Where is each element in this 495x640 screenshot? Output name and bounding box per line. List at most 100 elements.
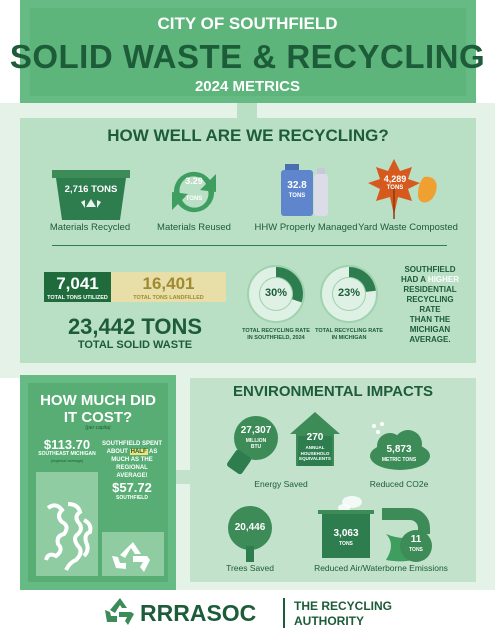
- half-cost-line1: SOUTHFIELD SPENT: [101, 441, 162, 447]
- connector: [176, 470, 190, 484]
- michigan-rate-value: 23%: [337, 287, 361, 299]
- half-cost-line4: REGIONAL: [116, 465, 148, 471]
- comparison-note: SOUTHFIELD HAD A HIGHER RESIDENTIAL RECY…: [396, 265, 464, 345]
- waste-pile-icon: [44, 502, 93, 571]
- environment-heading: ENVIRONMENTAL IMPACTS: [232, 383, 433, 400]
- tons-utilized-box: 7,041 TOTAL TONS UTILIZED: [44, 272, 111, 302]
- co2-value: 5,873: [386, 444, 412, 455]
- southfield-rate-value: 30%: [264, 287, 288, 299]
- air-value: 3,063: [333, 528, 359, 539]
- materials-recycled-value: 2,716 TONS: [64, 184, 118, 195]
- footer-authority-line1: THE RECYCLING: [294, 599, 393, 613]
- southfield-rate-ring: [247, 265, 305, 323]
- total-waste-label: TOTAL SOLID WASTE: [77, 339, 193, 351]
- half-cost-line5: AVERAGE!: [116, 473, 148, 479]
- cost-heading-line1: HOW MUCH DID: [40, 392, 156, 409]
- half-cost-line2a: ABOUT: [106, 449, 130, 455]
- materials-recycled-label: Materials Recycled: [49, 222, 131, 233]
- lightbulb-icon: [227, 416, 278, 475]
- water-pipe-icon: [382, 508, 432, 562]
- tons-utilized-label: TOTAL TONS UTILIZED: [47, 295, 108, 301]
- page-subtitle: 2024 METRICS: [194, 78, 301, 95]
- hhw-label: HHW Properly Managed: [254, 222, 358, 233]
- yard-waste-label: Yard Waste Composted: [358, 222, 458, 233]
- households-unit-line1: ANNUAL: [305, 445, 325, 450]
- comparison-line7: AVERAGE.: [409, 335, 451, 344]
- co2-unit: METRIC TONS: [381, 457, 417, 463]
- recycling-heading: HOW WELL ARE WE RECYCLING?: [107, 126, 389, 145]
- recycling-panel: [20, 118, 476, 363]
- comparison-line2a: HAD A: [400, 275, 428, 284]
- leaves-icon: [368, 159, 437, 219]
- energy-label: Energy Saved: [254, 479, 308, 489]
- reuse-arrows-icon: [172, 171, 216, 213]
- energy-unit-line2: BTU: [250, 444, 262, 450]
- energy-unit-line1: MILLION: [245, 438, 267, 444]
- cost-heading-line2: IT COST?: [63, 409, 133, 426]
- emissions-label: Reduced Air/Waterborne Emissions: [314, 563, 448, 573]
- southfield-rate-label-line2: IN SOUTHFIELD, 2024: [247, 335, 305, 341]
- households-unit-line2: HOUSEHOLD: [300, 450, 330, 456]
- cost-heading: HOW MUCH DID IT COST?: [28, 392, 168, 426]
- recycle-symbol-icon: [112, 542, 150, 572]
- southfield-cost-value: $57.72: [112, 480, 152, 495]
- water-unit: TONS: [409, 547, 423, 553]
- michigan-rate-label-line1: TOTAL RECYCLING RATE: [315, 328, 383, 334]
- cloud-icon: [370, 422, 430, 470]
- southeast-cost-value: $113.70: [43, 437, 91, 452]
- trees-value: 20,446: [234, 522, 266, 533]
- half-cost-line3: MUCH AS THE: [111, 457, 153, 463]
- half-cost-line2c: AS: [147, 449, 158, 455]
- half-cost-highlight: HALF: [129, 449, 148, 455]
- header-inner: [30, 8, 466, 96]
- footer-divider: [283, 598, 285, 628]
- southfield-rate-label-line1: TOTAL RECYCLING RATE: [242, 328, 310, 334]
- materials-reused-unit: TONS: [185, 196, 203, 202]
- hazardous-containers-icon: [281, 164, 328, 216]
- tons-landfilled-box: 16,401 TOTAL TONS LANDFILLED: [111, 272, 226, 302]
- michigan-rate-label: TOTAL RECYCLING RATE IN MICHIGAN: [306, 328, 392, 342]
- materials-reused-value: 3.29: [185, 176, 203, 186]
- southfield-rate-arc: [249, 267, 303, 321]
- per-capita-note: (per capita): [85, 425, 111, 431]
- energy-unit: MILLION BTU: [230, 438, 282, 450]
- water-value: 11: [410, 534, 422, 545]
- hhw-value: 32.8: [287, 180, 307, 191]
- tons-landfilled-label: TOTAL TONS LANDFILLED: [133, 295, 204, 301]
- materials-reused-label: Materials Reused: [157, 222, 231, 233]
- house-icon: [290, 412, 340, 466]
- yard-waste-value: 4,289: [383, 174, 407, 184]
- comparison-line6: MICHIGAN: [409, 325, 451, 334]
- divider: [52, 245, 447, 246]
- households-unit: ANNUAL HOUSEHOLD EQUIVALENTS: [288, 445, 342, 462]
- footer-authority-line2: AUTHORITY: [294, 614, 364, 628]
- comparison-highlight: HIGHER: [427, 275, 460, 284]
- comparison-line5: THAN THE: [409, 315, 451, 324]
- yard-waste-unit: TONS: [386, 185, 404, 191]
- total-waste-value: 23,442 TONS: [67, 314, 203, 339]
- half-cost-note: SOUTHFIELD SPENT ABOUT HALF AS MUCH AS T…: [100, 440, 164, 480]
- energy-value: 27,307: [240, 425, 272, 436]
- households-value: 270: [306, 432, 324, 443]
- tons-utilized-value: 7,041: [56, 274, 99, 293]
- households-unit-line3: EQUIVALENTS: [299, 456, 331, 461]
- tree-icon: [228, 506, 272, 562]
- southeast-cost-sub: (regional average): [50, 458, 84, 463]
- tons-landfilled-value: 16,401: [142, 274, 195, 293]
- co2-label: Reduced CO2e: [369, 479, 429, 489]
- southeast-cost-label: SOUTHEAST MICHIGAN: [38, 451, 96, 457]
- michigan-rate-ring: [320, 265, 378, 323]
- air-unit: TONS: [339, 541, 353, 547]
- recycling-bin-icon: [52, 170, 130, 220]
- southfield-rate-label: TOTAL RECYCLING RATE IN SOUTHFIELD, 2024: [232, 328, 320, 342]
- southfield-cost-label: SOUTHFIELD: [116, 495, 148, 501]
- recycle-logo-icon: [105, 598, 134, 625]
- city-name: CITY OF SOUTHFIELD: [157, 14, 338, 33]
- page-title: SOLID WASTE & RECYCLING: [9, 38, 486, 75]
- connector: [237, 103, 257, 119]
- michigan-rate-label-line2: IN MICHIGAN: [331, 335, 367, 341]
- comparison-line1: SOUTHFIELD: [404, 265, 456, 274]
- southfield-cost-bar: [102, 532, 164, 576]
- factory-icon: [318, 496, 374, 558]
- comparison-line3: RESIDENTIAL: [403, 285, 457, 294]
